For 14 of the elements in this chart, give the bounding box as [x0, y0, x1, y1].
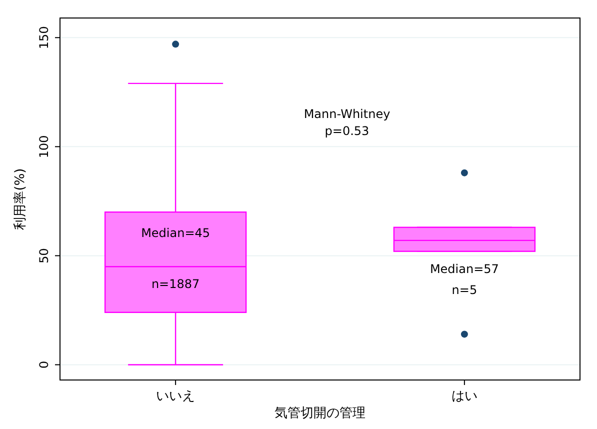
x-tick-label: いいえ — [156, 389, 196, 404]
annotation: p=0.53 — [324, 124, 370, 138]
y-tick-label: 50 — [37, 248, 51, 264]
x-axis-title: 気管切開の管理 — [274, 406, 366, 421]
y-tick-label: 150 — [37, 26, 51, 50]
annotation: n=1887 — [151, 277, 200, 291]
annotation: Mann-Whitney — [304, 107, 390, 121]
annotation: Median=57 — [430, 262, 499, 276]
y-axis-title: 利用率(%) — [12, 168, 28, 230]
x-tick-label: はい — [451, 389, 478, 404]
annotation: n=5 — [452, 283, 478, 297]
annotation: Median=45 — [141, 226, 210, 240]
y-tick-label: 0 — [37, 360, 51, 369]
y-tick-label: 100 — [37, 135, 51, 158]
